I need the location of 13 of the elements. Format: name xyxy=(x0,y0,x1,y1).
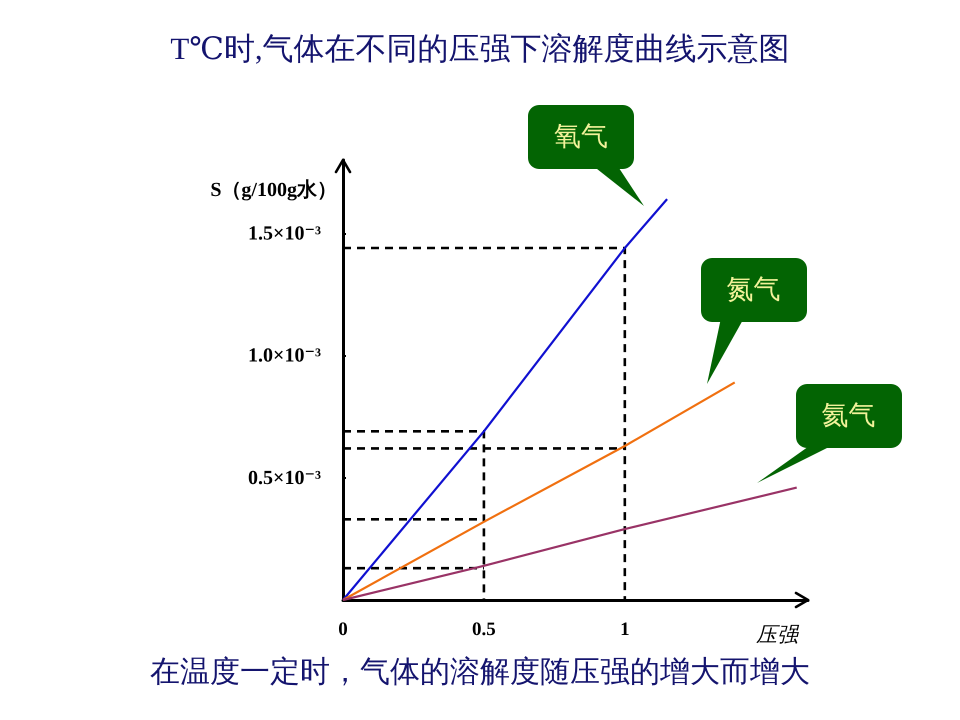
x-tick-label: 0 xyxy=(338,619,348,640)
chart-title: T℃时,气体在不同的压强下溶解度曲线示意图 xyxy=(170,31,790,66)
x-tick-label: 1 xyxy=(620,619,630,640)
x-axis-title: 压强 xyxy=(756,622,800,646)
text: 氧气 xyxy=(554,121,608,152)
y-axis-title: S（g/100g水） xyxy=(210,179,337,201)
y-tick-label: 1.0×10⁻³ xyxy=(248,344,321,367)
x-tick-label: 0.5 xyxy=(472,619,496,640)
text: 在温度一定时，气体的溶解度随压强的增大而增大 xyxy=(150,656,810,688)
text: 氦气 xyxy=(822,400,876,431)
y-tick-label: 1.5×10⁻³ xyxy=(248,222,321,244)
text: 氮气 xyxy=(726,274,781,306)
y-tick-label: 0.5×10⁻³ xyxy=(248,466,321,489)
